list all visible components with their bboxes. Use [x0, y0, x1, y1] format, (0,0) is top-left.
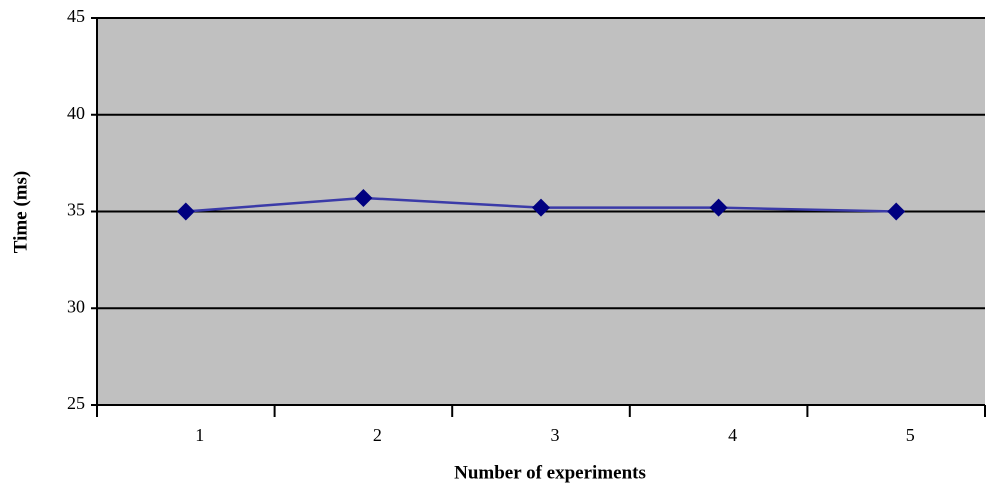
x-tick-label: 3	[551, 425, 560, 445]
y-tick-label: 40	[67, 103, 85, 123]
y-axis-title: Time (ms)	[10, 171, 31, 254]
marker	[354, 188, 373, 207]
marker	[709, 198, 728, 217]
y-tick-label: 35	[67, 200, 85, 220]
x-tick-label: 1	[195, 425, 204, 445]
marker	[887, 202, 906, 221]
x-tick-label: 2	[373, 425, 382, 445]
x-tick-label: 5	[906, 425, 915, 445]
y-tick-label: 45	[67, 6, 85, 26]
marker	[176, 202, 195, 221]
x-tick-label: 4	[728, 425, 737, 445]
marker	[532, 198, 550, 217]
y-tick-label: 30	[67, 296, 85, 316]
x-axis-title: Number of experiments	[454, 462, 646, 483]
y-tick-label: 25	[67, 393, 85, 413]
